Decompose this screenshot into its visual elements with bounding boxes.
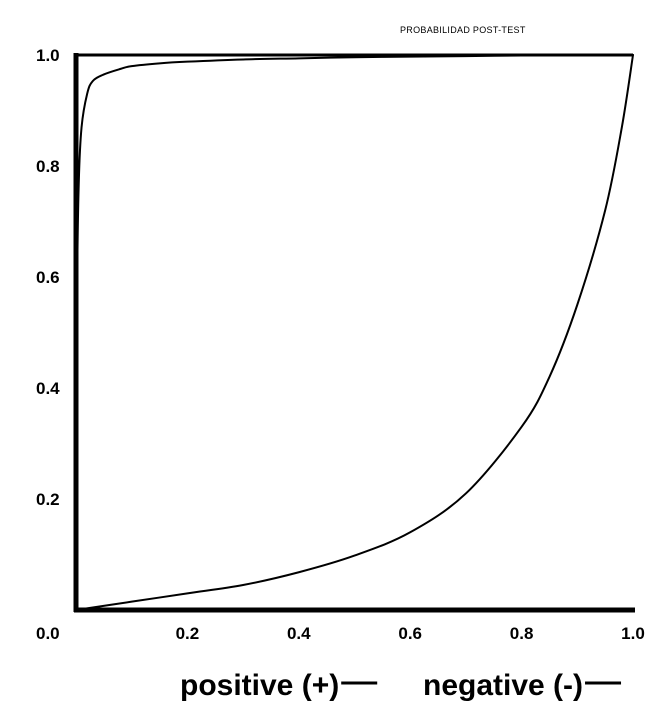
x-tick-labels: 0.0 0.2 0.4 0.6 0.8 1.0 xyxy=(36,624,645,643)
axes xyxy=(73,53,635,613)
legend-positive-label: positive (+) xyxy=(180,669,339,702)
x-tick-label: 0.0 xyxy=(36,624,60,643)
legend-negative-label: negative (-) xyxy=(423,669,583,702)
y-tick-label: 0.4 xyxy=(36,379,60,398)
y-tick-label: 0.8 xyxy=(36,157,60,176)
chart-title: PROBABILIDAD POST-TEST xyxy=(400,25,526,35)
series-layer xyxy=(75,54,634,611)
legend: positive (+) negative (-) xyxy=(180,669,622,702)
negative-series-curve xyxy=(75,54,634,611)
x-tick-label: 0.6 xyxy=(398,624,422,643)
x-tick-label: 1.0 xyxy=(621,624,645,643)
y-tick-labels: 1.0 0.8 0.6 0.4 0.2 xyxy=(36,46,60,509)
x-tick-label: 0.4 xyxy=(287,624,311,643)
x-tick-label: 0.8 xyxy=(510,624,534,643)
x-tick-label: 0.2 xyxy=(176,624,200,643)
y-tick-label: 0.2 xyxy=(36,490,60,509)
y-tick-label: 0.6 xyxy=(36,268,60,287)
y-tick-label: 1.0 xyxy=(36,46,60,65)
positive-series-curve xyxy=(75,54,634,611)
